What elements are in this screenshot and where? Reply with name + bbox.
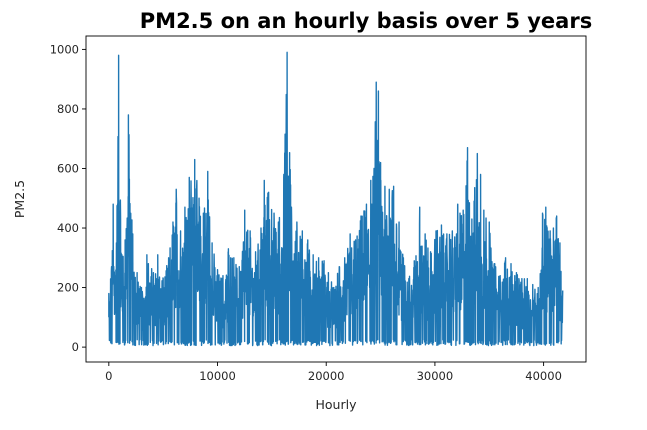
y-tick-label: 800 — [57, 102, 79, 116]
series-line — [108, 51, 564, 347]
y-tick-label: 400 — [57, 221, 79, 235]
chart-title: PM2.5 on an hourly basis over 5 years — [140, 9, 592, 33]
y-axis: 0 200 400 600 800 1000 — [50, 42, 86, 354]
y-tick-label: 1000 — [50, 42, 79, 56]
x-axis-label: Hourly — [316, 397, 358, 412]
x-tick-label: 0 — [105, 369, 112, 383]
y-axis-label: PM2.5 — [12, 180, 27, 218]
plot-area — [108, 51, 564, 347]
x-tick-label: 30000 — [417, 369, 454, 383]
x-tick-label: 40000 — [525, 369, 562, 383]
x-tick-label: 10000 — [199, 369, 236, 383]
plot-frame — [85, 35, 587, 363]
y-tick-label: 600 — [57, 161, 79, 175]
y-tick-label: 0 — [72, 340, 79, 354]
x-tick-label: 20000 — [308, 369, 345, 383]
x-axis: 0 10000 20000 30000 40000 — [105, 362, 562, 383]
y-tick-label: 200 — [57, 281, 79, 295]
